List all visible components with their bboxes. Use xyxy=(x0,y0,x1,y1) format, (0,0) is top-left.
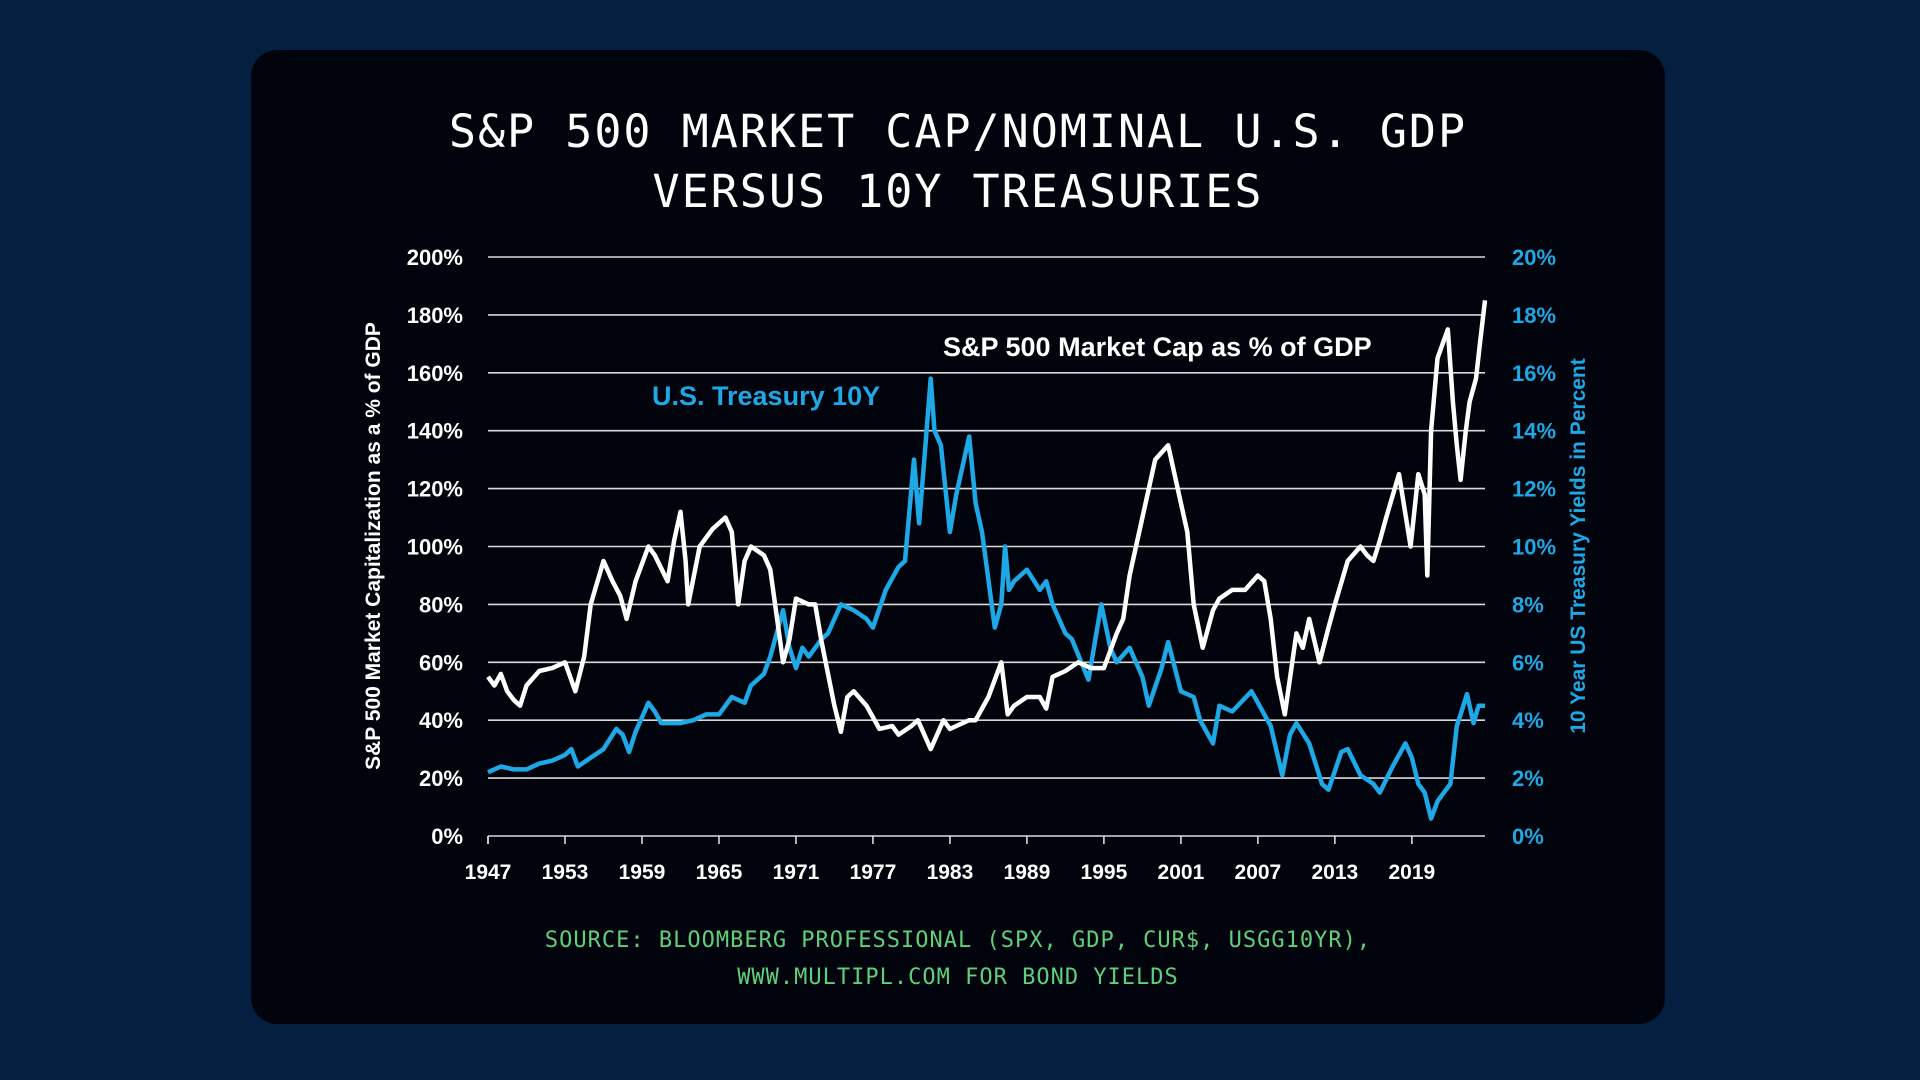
x-tick-label: 1977 xyxy=(850,861,897,884)
x-tick-label: 1971 xyxy=(773,861,820,884)
x-tick-label: 2013 xyxy=(1312,861,1359,884)
y-axis-right-label: 10 Year US Treasury Yields in Percent xyxy=(1567,358,1590,734)
y-tick-label-right: 14% xyxy=(1512,419,1556,444)
y-tick-label-left: 160% xyxy=(407,361,463,386)
x-tick-label: 1947 xyxy=(465,861,512,884)
source-line-1: SOURCE: BLOOMBERG PROFESSIONAL (SPX, GDP… xyxy=(544,928,1372,953)
x-axis: 1947 1953 1959 1965 1971 1977 1983 1989 1995 2001… xyxy=(465,836,1436,884)
y-tick-label-right: 4% xyxy=(1512,708,1544,733)
y-tick-label-right: 20% xyxy=(1512,245,1556,270)
y-tick-label-left: 80% xyxy=(419,592,463,617)
x-tick-label: 1959 xyxy=(619,861,666,884)
chart-title-line-2: VERSUS 10Y TREASURIES xyxy=(652,165,1264,218)
y-tick-label-right: 10% xyxy=(1512,535,1556,560)
series-line-market-cap-gdp xyxy=(486,300,1488,752)
y-tick-label-left: 180% xyxy=(407,303,463,328)
x-tick-label: 2019 xyxy=(1389,861,1436,884)
y-tick-label-right: 12% xyxy=(1512,477,1556,502)
y-tick-label-left: 40% xyxy=(419,708,463,733)
x-tick-label: 1965 xyxy=(696,861,743,884)
x-tick-label: 1983 xyxy=(927,861,974,884)
y-axis-right-ticks: 0% 2% 4% 6% 8% 10% 12% 14% 16% 18% 20% xyxy=(1512,245,1556,849)
y-tick-label-right: 0% xyxy=(1512,824,1544,849)
y-axis-left-label: S&P 500 Market Capitalization as a % of … xyxy=(362,322,385,770)
chart-title: S&P 500 MARKET CAP/NOMINAL U.S. GDP VERS… xyxy=(251,102,1665,222)
x-tick-label: 1953 xyxy=(542,861,589,884)
y-tick-label-left: 0% xyxy=(431,824,463,849)
y-axis-left-ticks: 0% 20% 40% 60% 80% 100% 120% 140% 160% 180% 200% xyxy=(407,245,463,849)
series-label-market-cap: S&P 500 Market Cap as % of GDP xyxy=(943,332,1372,362)
series-label-treasury: U.S. Treasury 10Y xyxy=(652,381,880,411)
series-line-treasury-10y xyxy=(487,376,1485,821)
y-tick-label-right: 8% xyxy=(1512,592,1544,617)
y-tick-label-left: 140% xyxy=(407,419,463,444)
y-tick-label-right: 6% xyxy=(1512,650,1544,675)
x-tick-label: 1995 xyxy=(1081,861,1128,884)
x-tick-label: 1989 xyxy=(1004,861,1051,884)
y-tick-label-left: 60% xyxy=(419,650,463,675)
y-tick-label-left: 20% xyxy=(419,766,463,791)
y-tick-label-right: 18% xyxy=(1512,303,1556,328)
x-tick-label: 2007 xyxy=(1235,861,1282,884)
source-line-2: WWW.MULTIPL.COM FOR BOND YIELDS xyxy=(737,965,1179,990)
y-tick-label-right: 16% xyxy=(1512,361,1556,386)
source-note: SOURCE: BLOOMBERG PROFESSIONAL (SPX, GDP… xyxy=(251,922,1665,996)
y-tick-label-left: 120% xyxy=(407,477,463,502)
x-tick-label: 2001 xyxy=(1158,861,1205,884)
chart-title-line-1: S&P 500 MARKET CAP/NOMINAL U.S. GDP xyxy=(448,105,1468,158)
y-tick-label-left: 100% xyxy=(407,535,463,560)
y-tick-label-right: 2% xyxy=(1512,766,1544,791)
y-tick-label-left: 200% xyxy=(407,245,463,270)
